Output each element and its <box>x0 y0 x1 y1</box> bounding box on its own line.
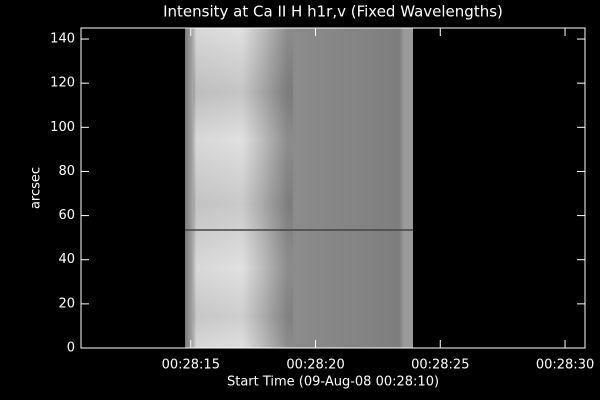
x-tick-label: 00:28:30 <box>536 358 594 373</box>
y-tick-label: 0 <box>67 341 75 356</box>
y-tick-label: 100 <box>50 120 75 135</box>
x-tick-label: 00:28:20 <box>286 358 344 373</box>
x-tick-label: 00:28:25 <box>411 358 469 373</box>
y-tick-label: 80 <box>58 164 75 179</box>
intensity-image <box>185 28 413 348</box>
chart-title: Intensity at Ca II H h1r,v (Fixed Wavele… <box>163 3 503 21</box>
x-tick-label: 00:28:15 <box>162 358 220 373</box>
y-tick-label: 140 <box>50 32 75 47</box>
y-tick-label: 40 <box>58 252 75 267</box>
y-tick-label: 20 <box>58 296 75 311</box>
plot-frame <box>80 27 586 349</box>
y-tick-label: 60 <box>58 208 75 223</box>
y-axis-label: arcsec <box>29 167 44 209</box>
y-tick-label: 120 <box>50 76 75 91</box>
x-axis-label: Start Time (09-Aug-08 00:28:10) <box>227 375 439 390</box>
